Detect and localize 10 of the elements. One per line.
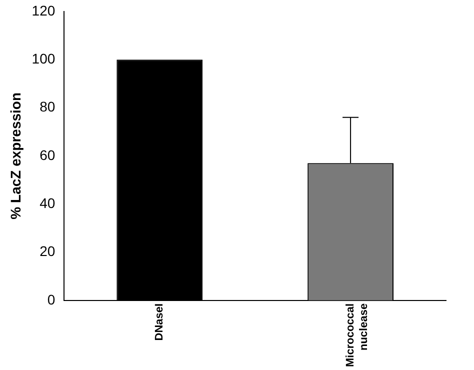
- y-tick-label: 20: [40, 243, 56, 260]
- y-tick-label: 40: [40, 194, 56, 211]
- x-tick-label: DNaseI: [154, 303, 166, 341]
- y-tick-label: 100: [32, 50, 56, 66]
- y-axis-title: % LacZ expression: [7, 92, 24, 220]
- y-tick-label: 80: [40, 98, 56, 115]
- y-tick-label: 0: [47, 291, 56, 308]
- y-tick-label: 60: [40, 146, 56, 163]
- x-tick-label: Micrococcal nuclease: [344, 303, 370, 368]
- y-tick-label: 120: [32, 2, 56, 18]
